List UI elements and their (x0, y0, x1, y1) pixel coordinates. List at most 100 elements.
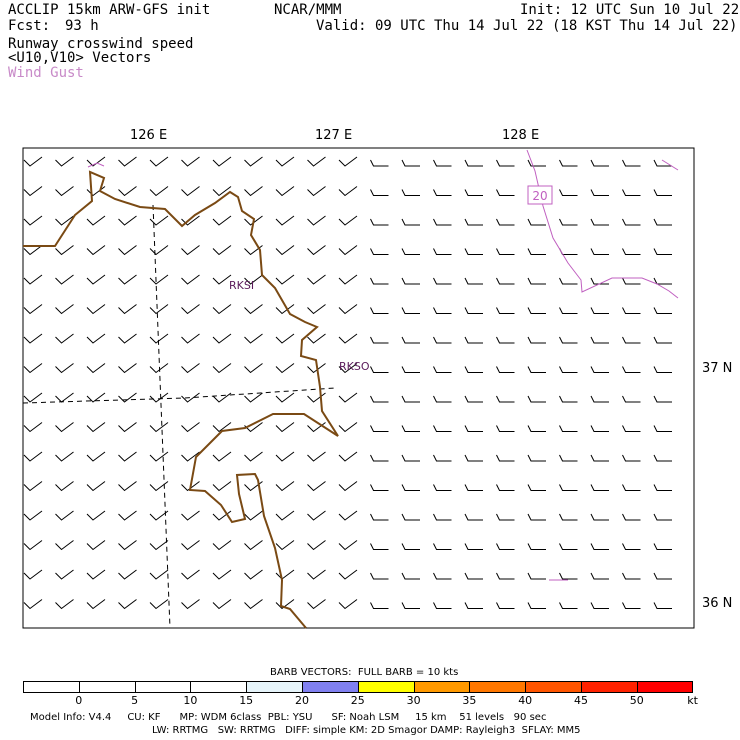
wind-barb (212, 186, 232, 197)
colorbar-segment (78, 681, 136, 693)
colorbar-tick-label: 0 (75, 694, 83, 707)
wind-barb (496, 307, 515, 314)
wind-barb (86, 186, 106, 197)
wind-barb (118, 422, 137, 433)
wind-barb (181, 333, 200, 344)
wind-barb (338, 540, 358, 551)
wind-barb (622, 336, 641, 344)
wind-barb (338, 245, 358, 256)
wind-barb (244, 156, 263, 167)
wind-barb (433, 602, 452, 609)
wind-barb (401, 366, 420, 373)
wind-barb (653, 602, 672, 609)
wind-barb (55, 245, 74, 256)
wind-barb (307, 540, 326, 551)
wind-barb (653, 248, 672, 255)
wind-barb (23, 186, 43, 197)
wind-barb (118, 599, 137, 610)
wind-barb (401, 218, 420, 226)
wind-barb (212, 333, 232, 344)
wind-barb (622, 307, 641, 314)
wind-barb (496, 484, 515, 491)
wind-barb (275, 245, 295, 256)
wind-barb (181, 540, 200, 551)
wind-barb (118, 392, 137, 403)
wind-barb (55, 451, 74, 462)
wind-barb (55, 333, 74, 344)
wind-barb (527, 395, 546, 403)
gust-field-name: Wind Gust (8, 65, 84, 81)
wind-barb (181, 510, 200, 521)
colorbar-tick-label: 25 (350, 694, 365, 707)
wind-barb (559, 395, 578, 403)
colorbar-segment (302, 681, 359, 693)
wind-barb (653, 307, 672, 314)
parallel-37n (22, 387, 336, 404)
wind-barb (370, 366, 389, 373)
wind-barb (23, 510, 43, 521)
wind-barb (496, 189, 515, 196)
map-frame (22, 147, 695, 629)
wind-barb (307, 245, 326, 256)
wind-barb (370, 484, 389, 491)
wind-barb (86, 540, 106, 551)
wind-barb (244, 186, 263, 197)
wind-barb (307, 510, 326, 521)
wind-barb (212, 569, 232, 580)
wind-barb (275, 363, 295, 374)
wind-barb (86, 304, 106, 315)
wind-barb (590, 513, 609, 521)
wind-barb (590, 543, 609, 550)
wind-barb (622, 484, 641, 491)
wind-barb (559, 307, 578, 314)
wind-barb (244, 274, 263, 285)
wind-barb (559, 484, 578, 491)
wind-barb (622, 602, 641, 609)
wind-barb (55, 540, 74, 551)
wind-barb (275, 422, 295, 433)
wind-barb (55, 481, 74, 492)
wind-barb (149, 510, 169, 521)
wind-barb (401, 159, 420, 167)
wind-barb (23, 304, 43, 315)
wind-barb (433, 543, 452, 550)
wind-barb (370, 189, 389, 196)
wind-barb (275, 304, 295, 315)
wind-barb (149, 422, 169, 433)
wind-barb (622, 454, 641, 462)
wind-barb (338, 363, 358, 374)
wind-barb (23, 333, 43, 344)
wind-barb (307, 333, 326, 344)
wind-barb (244, 540, 263, 551)
wind-barb (181, 245, 200, 256)
colorbar-title: BARB VECTORS: FULL BARB = 10 kts (270, 667, 459, 678)
wind-barb (527, 248, 546, 255)
wind-barb (86, 451, 106, 462)
wind-barb (370, 602, 389, 609)
wind-barb (370, 248, 389, 255)
wind-barb (590, 336, 609, 344)
wind-barb (181, 186, 200, 197)
wind-barb (149, 569, 169, 580)
vector-field-name: <U10,V10> Vectors (8, 50, 152, 66)
wind-barb (590, 277, 609, 285)
wind-barb (370, 395, 389, 403)
wind-barb (307, 451, 326, 462)
wind-barb (496, 513, 515, 521)
wind-barb (55, 569, 74, 580)
colorbar-segment (23, 681, 80, 693)
lon-label-126: 126 E (130, 128, 168, 143)
wind-barb (23, 451, 43, 462)
wind-barb (527, 307, 546, 314)
wind-barb (212, 481, 232, 492)
wind-barb (212, 245, 232, 256)
wind-barb (559, 513, 578, 521)
wind-barb (590, 307, 609, 314)
wind-barb (496, 454, 515, 462)
wind-barb (307, 186, 326, 197)
wind-barb (181, 451, 200, 462)
wind-barb (464, 248, 483, 255)
wind-barb (370, 277, 389, 285)
wind-barb (338, 215, 358, 226)
wind-barb (149, 599, 169, 610)
